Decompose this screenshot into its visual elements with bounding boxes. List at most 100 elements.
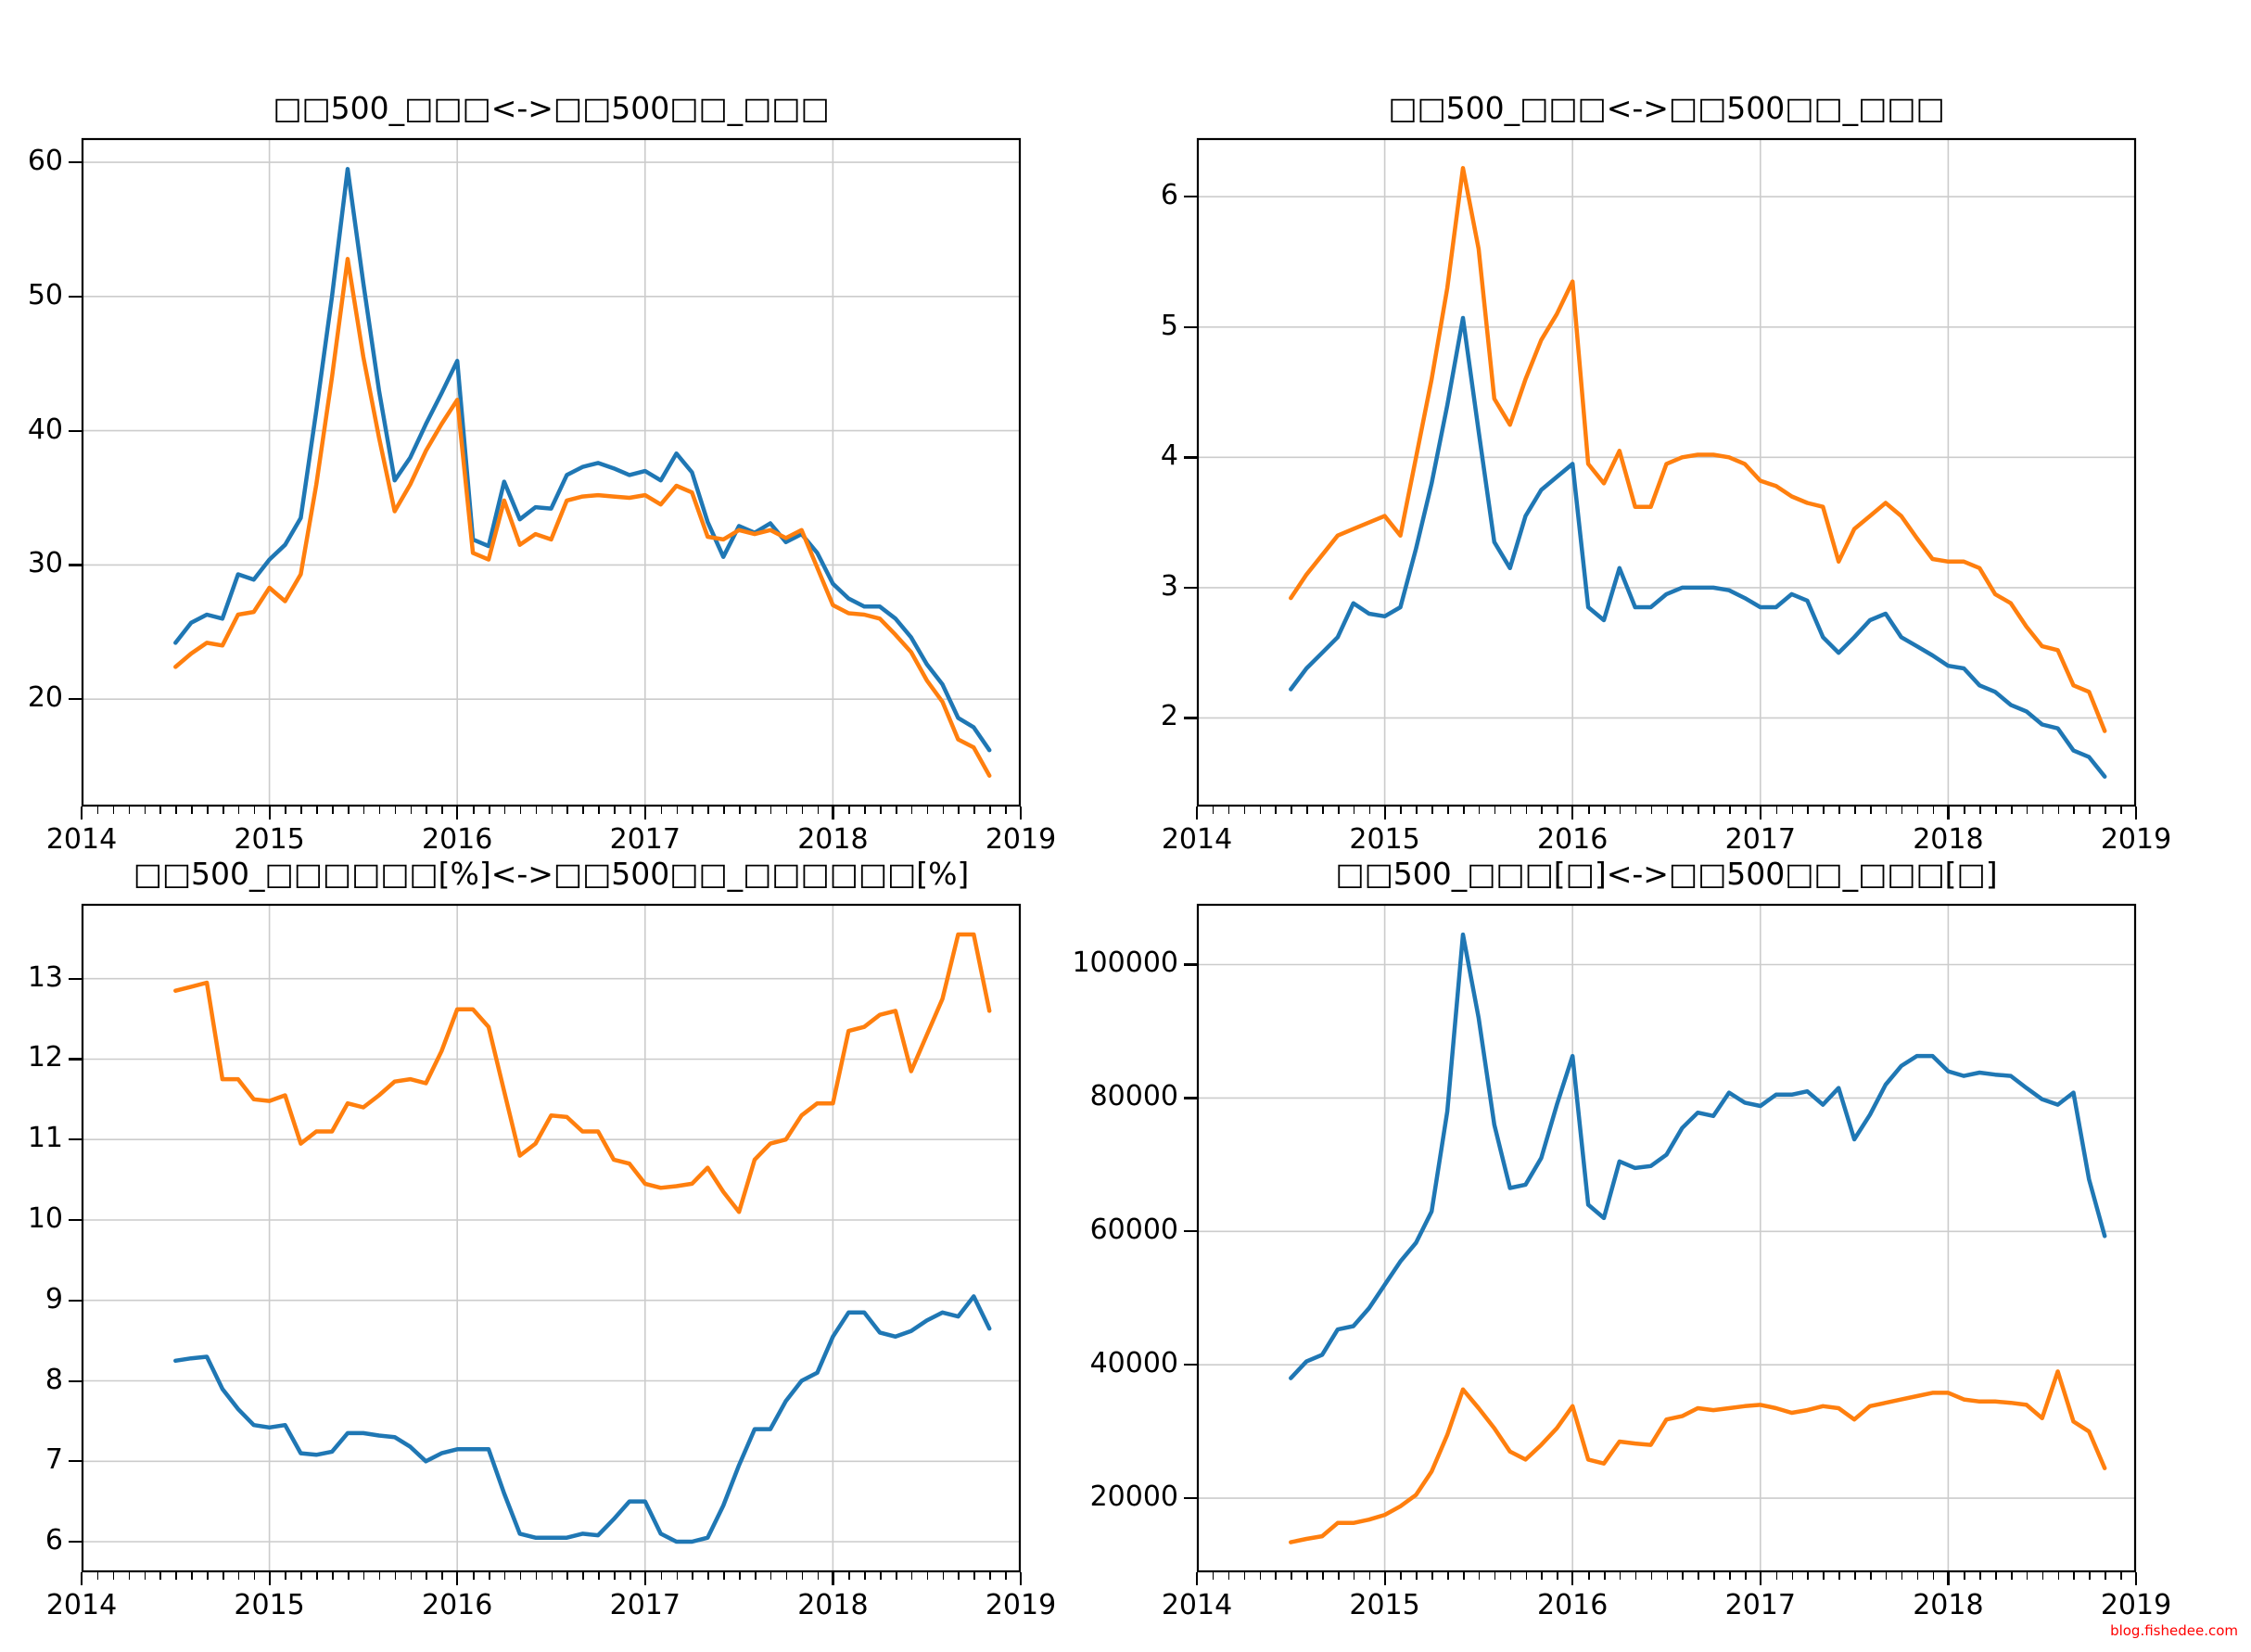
x-major-tick [1947, 807, 1950, 820]
y-tick-label: 20 [27, 680, 63, 714]
x-major-tick [268, 807, 271, 820]
chart-title: □□500_□□□[□]<->□□500□□_□□□[□] [1335, 856, 1998, 892]
y-major-tick [1184, 586, 1197, 590]
x-minor-tick [598, 1572, 600, 1580]
x-minor-tick [1478, 807, 1481, 814]
x-minor-tick [1306, 1572, 1308, 1580]
y-tick-label: 60000 [1089, 1214, 1178, 1247]
y-major-tick [69, 1218, 82, 1222]
x-major-tick [81, 1572, 83, 1585]
x-minor-tick [2057, 1572, 2060, 1580]
x-minor-tick [1337, 1572, 1340, 1580]
x-minor-tick [660, 1572, 663, 1580]
x-minor-tick [958, 1572, 960, 1580]
x-minor-tick [1353, 807, 1355, 814]
x-minor-tick [942, 807, 945, 814]
x-major-tick [81, 807, 83, 820]
x-minor-tick [1541, 1572, 1544, 1580]
x-minor-tick [222, 807, 224, 814]
x-minor-tick [2073, 807, 2076, 814]
x-minor-tick [473, 807, 475, 814]
x-major-tick [2135, 1572, 2138, 1585]
x-minor-tick [503, 1572, 506, 1580]
x-minor-tick [96, 807, 99, 814]
x-minor-tick [1775, 1572, 1778, 1580]
x-minor-tick [1729, 807, 1731, 814]
x-minor-tick [503, 807, 506, 814]
x-tick-label: 2016 [1537, 1589, 1609, 1621]
y-tick-label: 6 [1160, 178, 1178, 211]
x-minor-tick [723, 1572, 725, 1580]
x-minor-tick [2120, 807, 2122, 814]
y-tick-label: 11 [27, 1121, 63, 1154]
y-tick-label: 7 [45, 1443, 63, 1477]
x-minor-tick [895, 1572, 897, 1580]
x-minor-tick [1869, 1572, 1872, 1580]
x-minor-tick [895, 807, 897, 814]
x-minor-tick [332, 1572, 334, 1580]
x-tick-label: 2015 [1349, 823, 1420, 856]
x-minor-tick [864, 807, 866, 814]
x-minor-tick [1212, 807, 1215, 814]
x-minor-tick [332, 807, 334, 814]
y-tick-label: 20000 [1089, 1480, 1178, 1513]
x-minor-tick [222, 1572, 224, 1580]
x-minor-tick [112, 807, 115, 814]
x-minor-tick [1291, 1572, 1292, 1580]
x-minor-tick [1744, 807, 1747, 814]
x-minor-tick [1291, 807, 1292, 814]
x-minor-tick [2010, 1572, 2013, 1580]
x-minor-tick [660, 807, 663, 814]
x-minor-tick [96, 1572, 99, 1580]
x-minor-tick [1557, 807, 1558, 814]
y-tick-label: 12 [27, 1041, 63, 1074]
x-minor-tick [378, 1572, 381, 1580]
y-tick-label: 13 [27, 960, 63, 994]
x-minor-tick [1823, 1572, 1825, 1580]
x-minor-tick [926, 807, 929, 814]
x-minor-tick [1964, 1572, 1965, 1580]
x-tick-label: 2019 [985, 823, 1057, 856]
x-minor-tick [1447, 807, 1449, 814]
y-major-tick [69, 1541, 82, 1544]
x-minor-tick [128, 807, 131, 814]
x-minor-tick [801, 1572, 804, 1580]
x-tick-label: 2014 [1161, 823, 1233, 856]
x-tick-label: 2015 [234, 823, 305, 856]
x-minor-tick [2041, 807, 2044, 814]
x-minor-tick [942, 1572, 945, 1580]
x-minor-tick [410, 1572, 413, 1580]
x-minor-tick [191, 807, 193, 814]
x-minor-tick [1807, 1572, 1810, 1580]
axes-box [81, 137, 1022, 807]
x-minor-tick [926, 1572, 929, 1580]
y-major-tick [69, 564, 82, 566]
x-minor-tick [1838, 807, 1840, 814]
x-major-tick [1947, 1572, 1950, 1585]
y-major-tick [1184, 1097, 1197, 1099]
series-line-blue [1289, 932, 2107, 1380]
x-minor-tick [1353, 1572, 1355, 1580]
x-minor-tick [207, 1572, 209, 1580]
x-major-tick [643, 807, 646, 820]
x-minor-tick [1400, 807, 1403, 814]
x-tick-label: 2014 [1161, 1589, 1233, 1621]
x-minor-tick [253, 1572, 256, 1580]
x-minor-tick [112, 1572, 115, 1580]
y-tick-label: 9 [45, 1282, 63, 1315]
x-minor-tick [191, 1572, 193, 1580]
x-tick-label: 2016 [422, 1589, 493, 1621]
x-minor-tick [1885, 807, 1888, 814]
x-tick-label: 2018 [1913, 1589, 1984, 1621]
x-minor-tick [1823, 807, 1825, 814]
x-tick-label: 2018 [797, 1589, 869, 1621]
y-tick-label: 10 [27, 1201, 63, 1235]
x-minor-tick [1885, 1572, 1888, 1580]
x-minor-tick [175, 807, 177, 814]
x-minor-tick [1005, 807, 1007, 814]
x-minor-tick [582, 807, 584, 814]
y-tick-label: 3 [1160, 569, 1178, 603]
x-minor-tick [1932, 1572, 1935, 1580]
y-major-tick [69, 977, 82, 980]
x-minor-tick [910, 807, 913, 814]
